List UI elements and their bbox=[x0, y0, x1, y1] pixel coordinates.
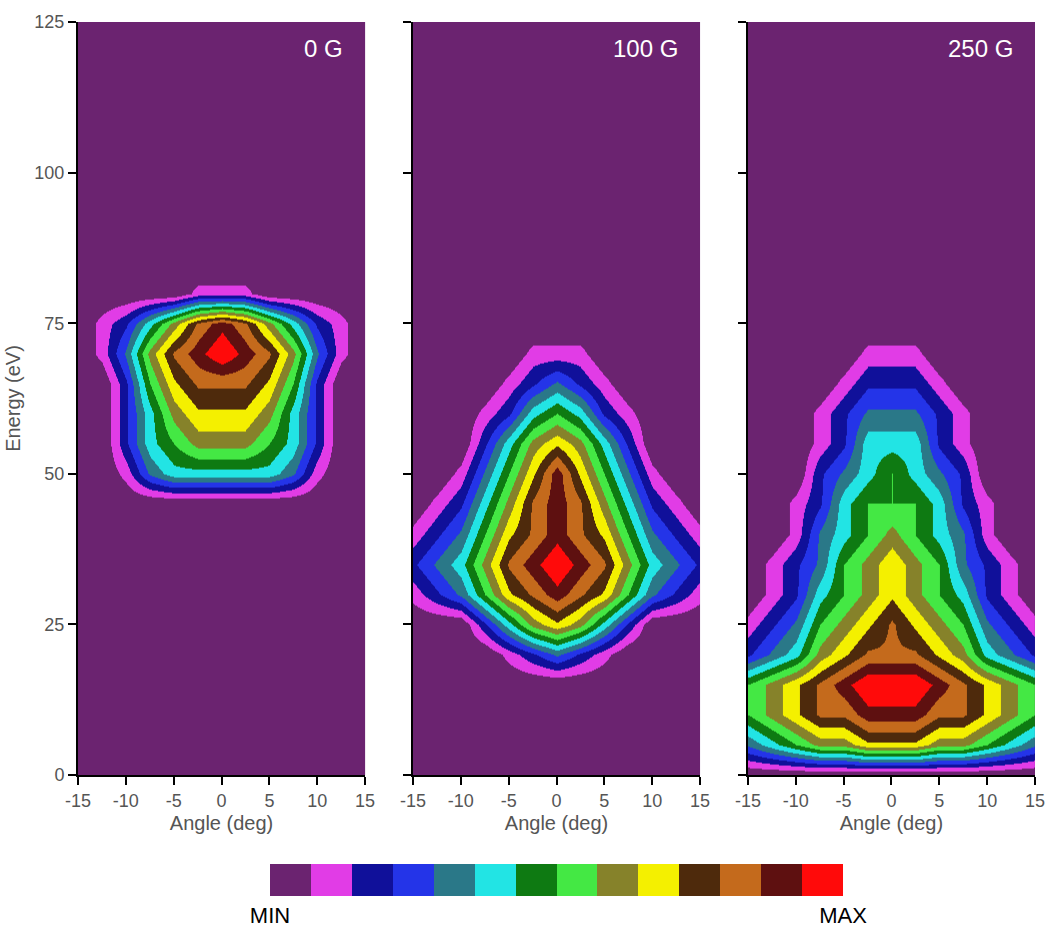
svg-text:-15: -15 bbox=[65, 791, 91, 811]
svg-text:-5: -5 bbox=[836, 791, 852, 811]
svg-text:15: 15 bbox=[355, 791, 375, 811]
svg-text:0: 0 bbox=[217, 791, 227, 811]
svg-text:-15: -15 bbox=[400, 791, 426, 811]
svg-text:5: 5 bbox=[934, 791, 944, 811]
svg-text:75: 75 bbox=[44, 314, 64, 334]
svg-text:Energy (eV): Energy (eV) bbox=[2, 345, 24, 452]
svg-text:-5: -5 bbox=[501, 791, 517, 811]
svg-text:Angle (deg): Angle (deg) bbox=[505, 812, 608, 834]
svg-text:MAX: MAX bbox=[819, 903, 867, 928]
svg-text:-10: -10 bbox=[783, 791, 809, 811]
svg-text:15: 15 bbox=[1025, 791, 1045, 811]
svg-text:125: 125 bbox=[34, 12, 64, 32]
svg-text:-10: -10 bbox=[448, 791, 474, 811]
svg-text:50: 50 bbox=[44, 464, 64, 484]
svg-text:250 G: 250 G bbox=[948, 35, 1013, 62]
svg-text:100: 100 bbox=[34, 163, 64, 183]
svg-text:0 G: 0 G bbox=[304, 35, 343, 62]
svg-text:0: 0 bbox=[54, 765, 64, 785]
svg-text:Angle (deg): Angle (deg) bbox=[170, 812, 273, 834]
svg-text:15: 15 bbox=[690, 791, 710, 811]
svg-text:10: 10 bbox=[977, 791, 997, 811]
svg-text:0: 0 bbox=[551, 791, 561, 811]
svg-text:-15: -15 bbox=[735, 791, 761, 811]
svg-text:25: 25 bbox=[44, 615, 64, 635]
svg-text:-10: -10 bbox=[113, 791, 139, 811]
svg-text:5: 5 bbox=[264, 791, 274, 811]
svg-text:0: 0 bbox=[886, 791, 896, 811]
svg-text:100 G: 100 G bbox=[613, 35, 678, 62]
svg-text:10: 10 bbox=[307, 791, 327, 811]
svg-text:MIN: MIN bbox=[250, 903, 290, 928]
svg-text:Angle (deg): Angle (deg) bbox=[840, 812, 943, 834]
svg-text:-5: -5 bbox=[166, 791, 182, 811]
svg-text:5: 5 bbox=[599, 791, 609, 811]
svg-text:10: 10 bbox=[642, 791, 662, 811]
